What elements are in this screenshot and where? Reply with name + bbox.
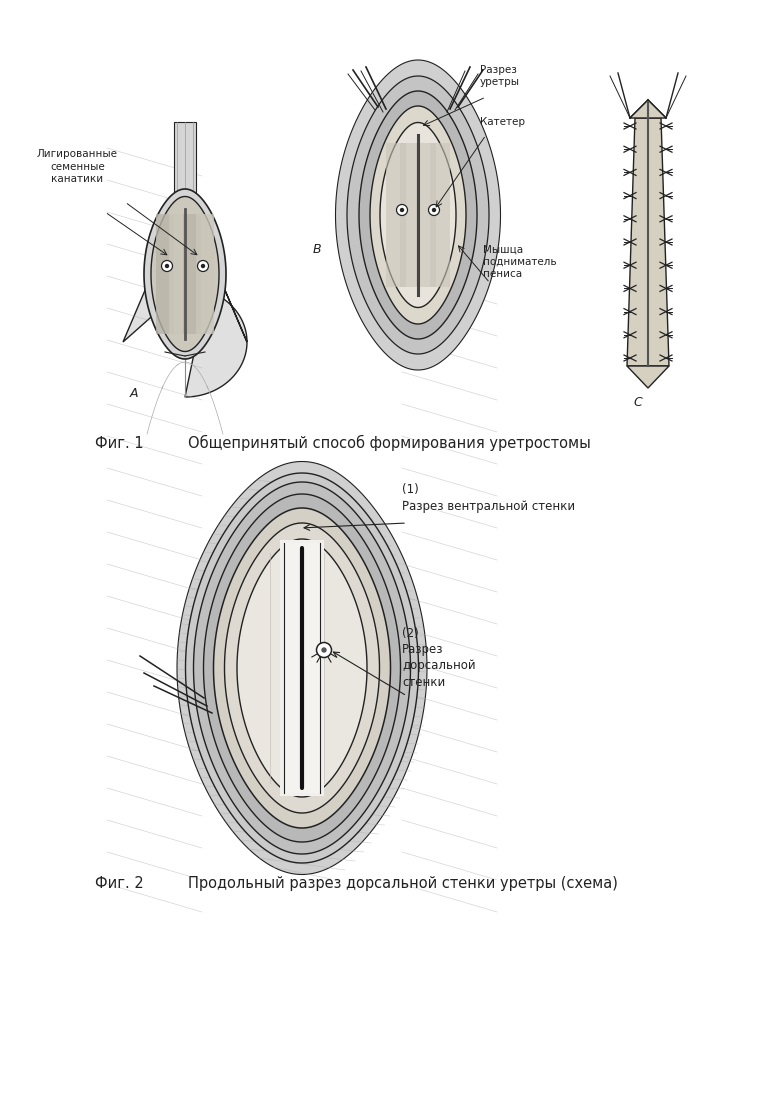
Text: Фиг. 1: Фиг. 1: [95, 436, 144, 451]
Polygon shape: [280, 540, 324, 796]
Polygon shape: [370, 106, 466, 324]
Text: Продольный разрез дорсальной стенки уретры (схема): Продольный разрез дорсальной стенки урет…: [188, 876, 618, 891]
Polygon shape: [284, 543, 320, 793]
Text: C: C: [633, 396, 642, 409]
Polygon shape: [386, 143, 406, 287]
Polygon shape: [335, 60, 501, 370]
Polygon shape: [347, 76, 489, 354]
Polygon shape: [400, 143, 420, 287]
Polygon shape: [214, 508, 391, 828]
Polygon shape: [174, 122, 196, 232]
Polygon shape: [630, 100, 666, 118]
Polygon shape: [237, 539, 367, 797]
Circle shape: [396, 204, 407, 215]
Polygon shape: [430, 143, 450, 287]
Polygon shape: [177, 461, 427, 875]
Polygon shape: [380, 122, 456, 308]
Circle shape: [322, 647, 326, 652]
Text: Мышца
подниматель
пениса: Мышца подниматель пениса: [483, 244, 557, 279]
Circle shape: [432, 208, 435, 212]
Circle shape: [161, 260, 172, 271]
Text: (1)
Разрез вентральной стенки: (1) Разрез вентральной стенки: [402, 483, 575, 513]
Circle shape: [201, 265, 204, 268]
Polygon shape: [144, 189, 226, 358]
Circle shape: [317, 643, 332, 657]
Polygon shape: [196, 214, 214, 334]
Text: Общепринятый способ формирования уретростомы: Общепринятый способ формирования уретрос…: [188, 435, 590, 451]
Polygon shape: [627, 118, 669, 366]
Polygon shape: [416, 143, 436, 287]
Polygon shape: [359, 92, 477, 339]
Text: Катетер: Катетер: [480, 117, 525, 127]
Text: Лигированные
семенные
канатики: Лигированные семенные канатики: [37, 149, 118, 184]
Polygon shape: [627, 366, 669, 388]
Polygon shape: [204, 494, 400, 842]
Text: Разрез
уретры: Разрез уретры: [480, 65, 520, 87]
Text: (2)
Разрез
дорсальной
стенки: (2) Разрез дорсальной стенки: [402, 627, 476, 689]
Polygon shape: [183, 214, 201, 334]
Polygon shape: [193, 482, 410, 854]
Text: B: B: [313, 243, 321, 256]
Circle shape: [197, 260, 208, 271]
Polygon shape: [123, 242, 247, 397]
Text: Фиг. 2: Фиг. 2: [95, 876, 144, 891]
Polygon shape: [151, 196, 219, 352]
Circle shape: [165, 265, 168, 268]
Circle shape: [428, 204, 439, 215]
Text: А: А: [130, 387, 139, 400]
Polygon shape: [156, 214, 174, 334]
Polygon shape: [225, 523, 380, 813]
Circle shape: [400, 208, 403, 212]
Polygon shape: [169, 214, 187, 334]
Polygon shape: [186, 473, 419, 863]
